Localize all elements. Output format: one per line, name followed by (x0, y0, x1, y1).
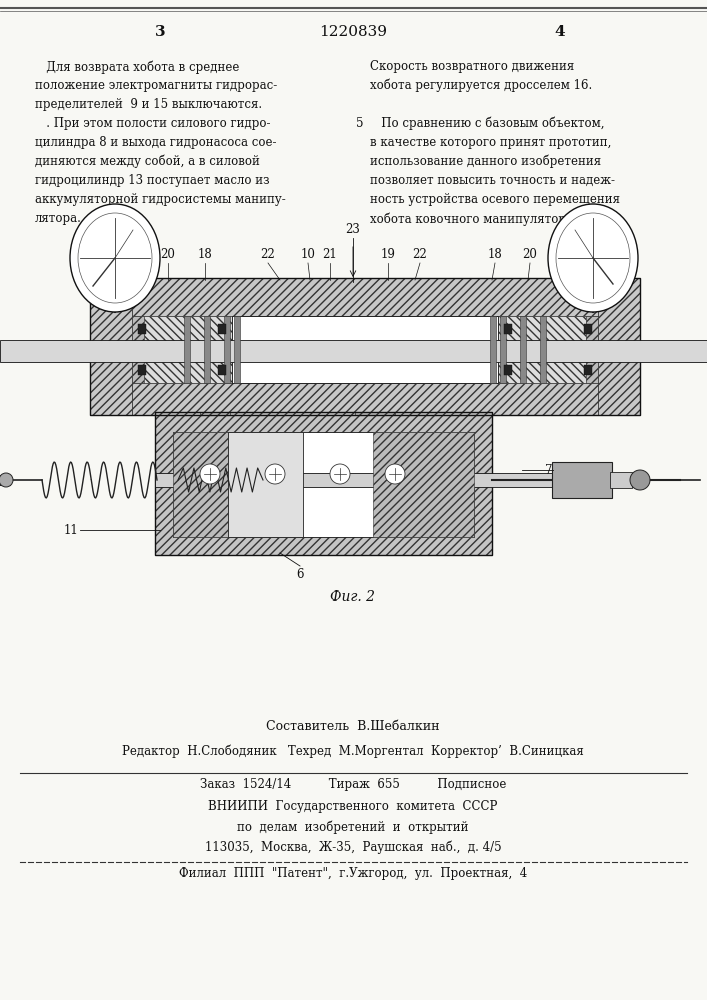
Bar (218, 324, 226, 334)
Text: 19: 19 (380, 248, 395, 261)
Ellipse shape (70, 204, 160, 312)
Text: 10: 10 (300, 248, 315, 261)
Text: 4: 4 (555, 25, 566, 39)
Text: 18: 18 (488, 248, 503, 261)
Text: По сравнению с базовым объектом,: По сравнению с базовым объектом, (370, 117, 604, 130)
Text: позволяет повысить точность и надеж-: позволяет повысить точность и надеж- (370, 174, 615, 187)
Text: положение электромагниты гидрорас-: положение электромагниты гидрорас- (35, 79, 277, 92)
Text: хобота ковочного манипулятора.: хобота ковочного манипулятора. (370, 212, 577, 226)
Text: 20: 20 (522, 248, 537, 261)
Bar (155, 473, 572, 487)
Bar (138, 365, 146, 375)
Text: пределителей  9 и 15 выключаются.: пределителей 9 и 15 выключаются. (35, 98, 262, 111)
Text: диняются между собой, а в силовой: диняются между собой, а в силовой (35, 155, 260, 168)
Bar (228, 432, 303, 537)
Text: 11: 11 (63, 524, 78, 536)
Bar (598, 278, 640, 415)
Bar (355, 412, 395, 415)
Bar (498, 316, 586, 383)
Bar (585, 283, 601, 308)
Bar (373, 432, 474, 537)
Bar (90, 383, 640, 415)
Bar (504, 365, 512, 375)
Text: 1220839: 1220839 (319, 25, 387, 39)
Bar (490, 316, 496, 383)
Bar (90, 278, 132, 415)
Text: 23: 23 (346, 223, 361, 236)
Text: использование данного изобретения: использование данного изобретения (370, 155, 601, 168)
Bar (138, 324, 146, 334)
Bar (218, 365, 226, 375)
Circle shape (630, 470, 650, 490)
Bar (586, 316, 598, 383)
Text: 22: 22 (261, 248, 275, 261)
Text: Филиал  ППП  "Патент",  г.Ужгород,  ул.  Проектная,  4: Филиал ППП "Патент", г.Ужгород, ул. Прое… (179, 867, 527, 880)
Bar (184, 316, 190, 383)
Bar (224, 316, 230, 383)
Ellipse shape (548, 204, 638, 312)
Bar (107, 283, 123, 308)
Text: 6: 6 (296, 568, 304, 581)
Text: Заказ  1524/14          Тираж  655          Подписное: Заказ 1524/14 Тираж 655 Подписное (200, 778, 506, 791)
Bar (584, 324, 592, 334)
Circle shape (330, 464, 350, 484)
Bar (0, 475, 10, 485)
Bar (234, 316, 240, 383)
Bar (520, 316, 526, 383)
Bar (500, 316, 506, 383)
Text: 7: 7 (545, 464, 552, 477)
Bar (200, 412, 230, 415)
Text: 22: 22 (413, 248, 427, 261)
Text: цилиндра 8 и выхода гидронасоса сое-: цилиндра 8 и выхода гидронасоса сое- (35, 136, 276, 149)
Text: Редактор  Н.Слободяник   Техред  М.Моргентал  Корректор’  В.Синицкая: Редактор Н.Слободяник Техред М.Моргентал… (122, 745, 584, 758)
Text: Скорость возвратного движения: Скорость возвратного движения (370, 60, 574, 73)
Text: Для возврата хобота в среднее: Для возврата хобота в среднее (35, 60, 240, 74)
Bar (355, 412, 395, 415)
Circle shape (200, 464, 220, 484)
Text: аккумуляторной гидросистемы манипу-: аккумуляторной гидросистемы манипу- (35, 193, 286, 206)
Text: ВНИИПИ  Государственного  комитета  СССР: ВНИИПИ Государственного комитета СССР (209, 800, 498, 813)
Circle shape (0, 473, 13, 487)
Text: . При этом полости силового гидро-: . При этом полости силового гидро- (35, 117, 271, 130)
Text: 20: 20 (160, 248, 175, 261)
Bar (155, 412, 492, 555)
Bar (232, 316, 498, 383)
Bar (90, 278, 640, 415)
Bar (0, 340, 707, 362)
Bar (132, 316, 598, 383)
Text: гидроцилиндр 13 поступает масло из: гидроцилиндр 13 поступает масло из (35, 174, 269, 187)
Text: 5: 5 (356, 117, 363, 130)
Bar (155, 412, 492, 555)
Text: в качестве которого принят прототип,: в качестве которого принят прототип, (370, 136, 612, 149)
Bar (144, 316, 232, 383)
Text: по  делам  изобретений  и  открытий: по делам изобретений и открытий (238, 820, 469, 834)
Text: ность устройства осевого перемещения: ность устройства осевого перемещения (370, 193, 620, 206)
Text: хобота регулируется дросселем 16.: хобота регулируется дросселем 16. (370, 79, 592, 93)
Text: Составитель  В.Шебалкин: Составитель В.Шебалкин (267, 720, 440, 733)
Bar (204, 316, 210, 383)
Bar (132, 316, 144, 383)
Bar (173, 432, 228, 537)
Ellipse shape (78, 213, 152, 303)
Text: лятора.: лятора. (35, 212, 82, 225)
Bar (504, 324, 512, 334)
Text: Фиг. 2: Фиг. 2 (330, 590, 375, 604)
Bar (610, 472, 632, 488)
Ellipse shape (556, 213, 630, 303)
Bar (200, 412, 230, 415)
Bar (540, 316, 546, 383)
Bar (173, 432, 474, 537)
Text: 18: 18 (198, 248, 212, 261)
Circle shape (385, 464, 405, 484)
Text: 113035,  Москва,  Ж-35,  Раушская  наб.,  д. 4/5: 113035, Москва, Ж-35, Раушская наб., д. … (205, 840, 501, 854)
Bar (552, 462, 612, 498)
Bar (584, 365, 592, 375)
Bar (90, 278, 640, 316)
Circle shape (265, 464, 285, 484)
Text: 3: 3 (155, 25, 165, 39)
Text: 21: 21 (322, 248, 337, 261)
